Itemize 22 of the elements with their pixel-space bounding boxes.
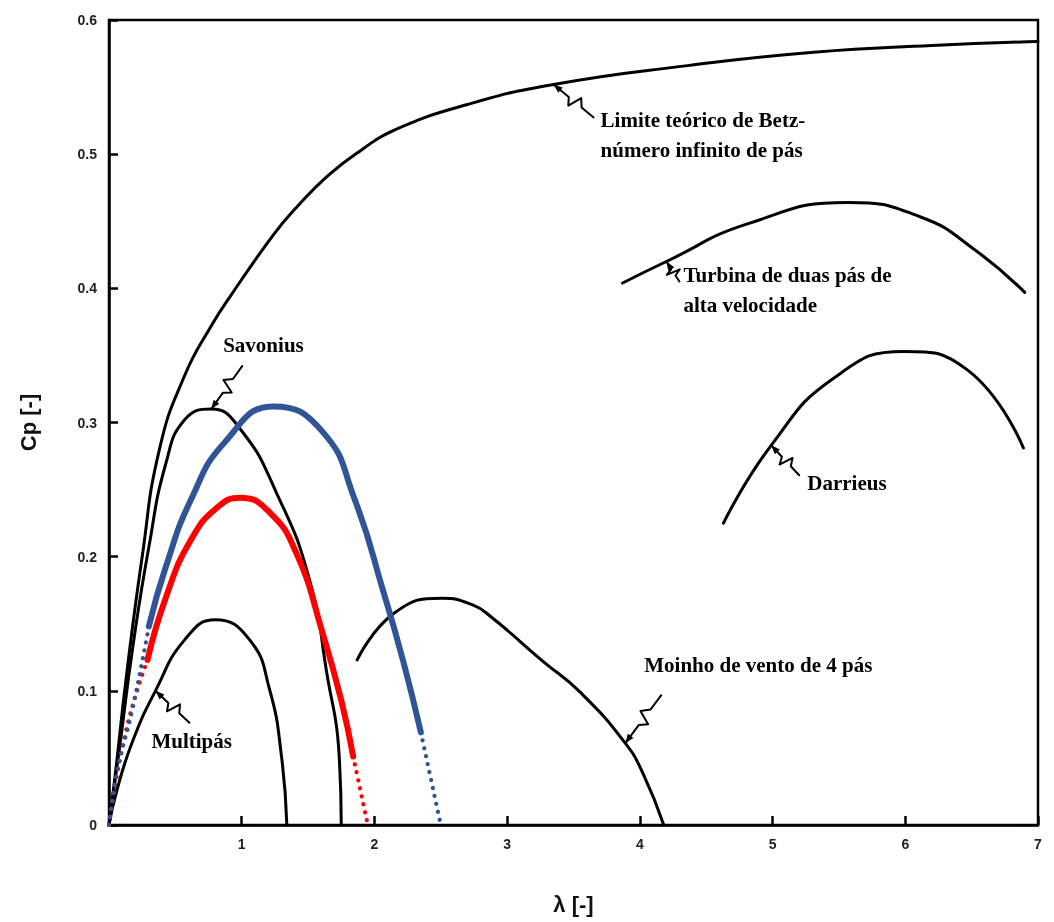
y-tick-label: 0.2: [77, 548, 98, 565]
x-tick-label: 4: [635, 836, 644, 852]
annotation: Multipás: [151, 728, 232, 753]
y-tick-label: 0.5: [77, 146, 98, 163]
y-axis-title: Cp [-]: [15, 393, 41, 452]
y-tick-label: 0.4: [77, 280, 98, 297]
x-tick-label: 5: [768, 836, 777, 852]
annotation: Moinho de vento de 4 pás: [644, 652, 873, 677]
y-tick-label: 0.1: [77, 682, 98, 699]
annotation: Darrieus: [807, 471, 887, 496]
x-tick-label: 6: [901, 836, 910, 852]
x-tick-label: 7: [1034, 836, 1043, 852]
annotation: Turbina de duas pás de alta velocidade: [683, 263, 892, 318]
annotation: Limite teórico de Betz- número infinito de pás: [600, 108, 806, 163]
x-axis-title: λ [-]: [553, 891, 594, 917]
x-tick-label: 1: [237, 836, 246, 852]
x-tick-label: 3: [503, 836, 512, 852]
annotation: Savonius: [223, 332, 304, 357]
y-tick-label: 0.3: [77, 414, 98, 431]
y-tick-label: 0.6: [77, 12, 98, 28]
y-tick-label: 0: [89, 817, 98, 833]
x-tick-label: 2: [370, 836, 379, 852]
